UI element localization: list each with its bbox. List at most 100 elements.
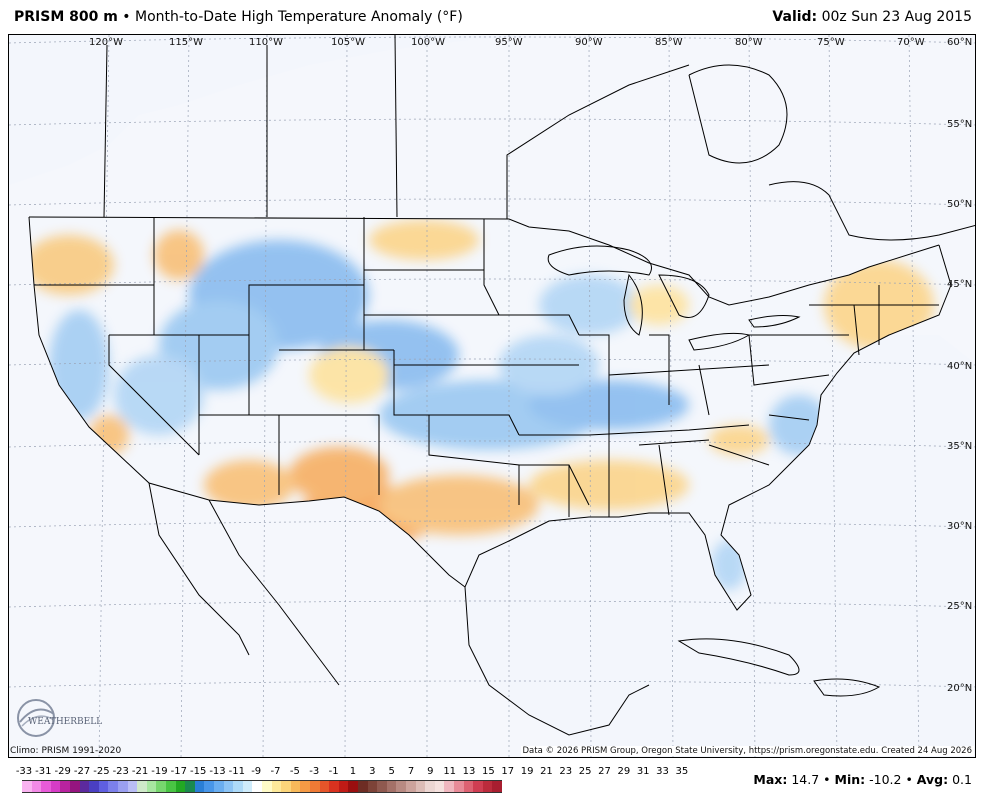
colorbar-label: 15 [482, 766, 495, 777]
colorbar-label: -33 [15, 766, 33, 777]
lat-label: 60°N [947, 37, 972, 48]
lon-label: 80°W [735, 37, 763, 48]
colorbar-label: 5 [388, 766, 395, 777]
lat-label: 35°N [947, 441, 972, 452]
lat-label: 25°N [947, 601, 972, 612]
lat-label: 20°N [947, 683, 972, 694]
stats: Max: 14.7 • Min: -10.2 • Avg: 0.1 [753, 772, 972, 787]
max-label: Max: [753, 772, 788, 787]
colorbar-label: 29 [617, 766, 631, 777]
colorbar-swatch [89, 780, 100, 793]
colorbar-label: 35 [675, 766, 689, 777]
colorbar-swatch [463, 780, 474, 793]
colorbar-swatch [386, 780, 397, 793]
max-value: 14.7 [791, 772, 820, 787]
colorbar-label: -3 [309, 766, 320, 777]
stats-sep: • [823, 772, 831, 787]
climo-note: Climo: PRISM 1991-2020 [10, 746, 122, 756]
colorbar-swatch [108, 780, 119, 793]
colorbar-label: -11 [228, 766, 246, 777]
colorbar-swatch [415, 780, 426, 793]
boundaries [28, 35, 975, 736]
lat-label: 45°N [947, 279, 972, 290]
colorbar-swatch [454, 780, 465, 793]
colorbar-swatch [79, 780, 90, 793]
lon-label: 100°W [411, 37, 445, 48]
colorbar-swatch [41, 780, 52, 793]
colorbar-swatch [31, 780, 42, 793]
colorbar-swatch [233, 780, 244, 793]
colorbar-label: -17 [170, 766, 187, 777]
colorbar-swatch [338, 780, 349, 793]
lon-label: 90°W [575, 37, 603, 48]
colorbar-label: -19 [151, 766, 168, 777]
colorbar-swatch [396, 780, 407, 793]
colorbar-swatch [271, 780, 282, 793]
stats-sep: • [905, 772, 913, 787]
colorbar-swatch [118, 780, 129, 793]
map-title: PRISM 800 m • Month-to-Date High Tempera… [14, 9, 463, 25]
colorbar-swatch [406, 780, 417, 793]
colorbar-swatch [377, 780, 388, 793]
colorbar-label: 3 [369, 766, 376, 777]
colorbar-label: -15 [189, 766, 207, 777]
lat-label: 40°N [947, 361, 972, 372]
colorbar-swatch [70, 780, 81, 793]
colorbar-swatch [185, 780, 196, 793]
colorbar-swatch [310, 780, 321, 793]
colorbar-swatch [98, 780, 109, 793]
lon-label: 70°W [897, 37, 925, 48]
colorbar-swatch [127, 780, 138, 793]
colorbar-label: 21 [540, 766, 553, 777]
map-panel[interactable]: 120°W 115°W 110°W 105°W 100°W 95°W 90°W … [8, 34, 976, 758]
colorbar-swatch [194, 780, 205, 793]
colorbar-swatch [60, 780, 71, 793]
valid-time: Valid: 00z Sun 23 Aug 2015 [772, 9, 972, 25]
colorbar-label: -1 [328, 766, 339, 777]
colorbar-label: 9 [427, 766, 434, 777]
lon-label: 115°W [169, 37, 203, 48]
lat-label: 55°N [947, 119, 972, 130]
colorbar-swatch [175, 780, 186, 793]
valid-time-value: 00z Sun 23 Aug 2015 [821, 9, 972, 25]
colorbar-swatch [348, 780, 359, 793]
logo-text: WEATHERBELL [28, 717, 102, 727]
colorbar-label: -27 [73, 766, 91, 777]
lon-label: 95°W [495, 37, 523, 48]
colorbar-swatch [329, 780, 340, 793]
product-description: Month-to-Date High Temperature Anomaly (… [135, 9, 463, 25]
colorbar-label: -21 [131, 766, 149, 777]
colorbar-swatch [242, 780, 253, 793]
colorbar-swatch [358, 780, 369, 793]
colorbar-swatch [252, 780, 263, 793]
colorbar-label: 33 [656, 766, 669, 777]
colorbar-swatch [204, 780, 215, 793]
data-credit: Data © 2026 PRISM Group, Oregon State Un… [520, 746, 974, 756]
colorbar-label: -31 [35, 766, 52, 777]
colorbar-label: -9 [251, 766, 262, 777]
lon-label: 120°W [89, 37, 123, 48]
colorbar-swatch [22, 780, 33, 793]
colorbar-swatch [425, 780, 436, 793]
lon-label: 105°W [331, 37, 365, 48]
colorbar-swatch [223, 780, 234, 793]
colorbar-label: 19 [520, 766, 534, 777]
colorbar-swatch [137, 780, 148, 793]
colorbar-swatch [319, 780, 330, 793]
latitude-labels: 60°N 55°N 50°N 45°N 40°N 35°N 30°N 25°N … [947, 37, 972, 694]
min-value: -10.2 [869, 772, 902, 787]
colorbar-label: 27 [598, 766, 611, 777]
colorbar-label: -7 [270, 766, 281, 777]
colorbar-swatch [166, 780, 177, 793]
colorbar-label: -5 [289, 766, 300, 777]
colorbar-label: -23 [112, 766, 129, 777]
anomaly-map[interactable]: 120°W 115°W 110°W 105°W 100°W 95°W 90°W … [9, 35, 976, 758]
colorbar-label: 11 [443, 766, 457, 777]
colorbar-label: 31 [636, 766, 650, 777]
colorbar-swatch [434, 780, 445, 793]
lon-label: 75°W [817, 37, 845, 48]
header: PRISM 800 m • Month-to-Date High Tempera… [0, 0, 984, 34]
colorbar-label: 1 [349, 766, 357, 777]
colorbar-swatch [146, 780, 157, 793]
colorbar-swatch [300, 780, 311, 793]
